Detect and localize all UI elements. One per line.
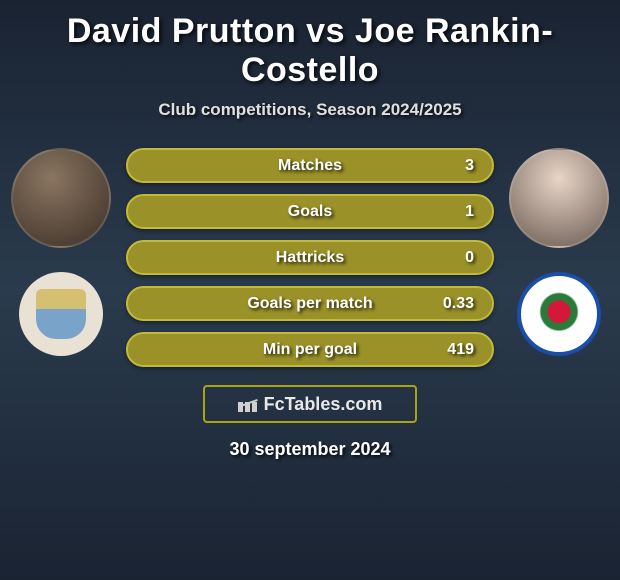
stat-row: Goals 1 [126,194,494,229]
stat-value: 0 [465,249,474,267]
stat-row: Hattricks 0 [126,240,494,275]
stat-label: Min per goal [263,341,357,359]
stat-label: Goals [288,203,332,221]
stat-row: Goals per match 0.33 [126,286,494,321]
stat-row: Min per goal 419 [126,332,494,367]
stat-row: Matches 3 [126,148,494,183]
club-left-crest [19,272,103,356]
right-column [504,148,614,356]
player-left-avatar [11,148,111,248]
left-column [6,148,116,356]
stat-value: 0.33 [443,295,474,313]
stat-label: Hattricks [276,249,344,267]
stat-label: Matches [278,157,342,175]
page-title: David Prutton vs Joe Rankin-Costello [0,12,620,90]
stat-label: Goals per match [247,295,372,313]
comparison-panel: Matches 3 Goals 1 Hattricks 0 Goals per … [0,148,620,367]
stat-value: 1 [465,203,474,221]
stat-bars: Matches 3 Goals 1 Hattricks 0 Goals per … [116,148,504,367]
player-right-avatar [509,148,609,248]
brand-badge: FcTables.com [203,385,417,423]
page-subtitle: Club competitions, Season 2024/2025 [0,100,620,120]
club-right-crest [517,272,601,356]
chart-icon [238,396,260,412]
stat-value: 419 [447,341,474,359]
brand-text: FcTables.com [264,394,383,415]
date-label: 30 september 2024 [0,439,620,460]
stat-value: 3 [465,157,474,175]
